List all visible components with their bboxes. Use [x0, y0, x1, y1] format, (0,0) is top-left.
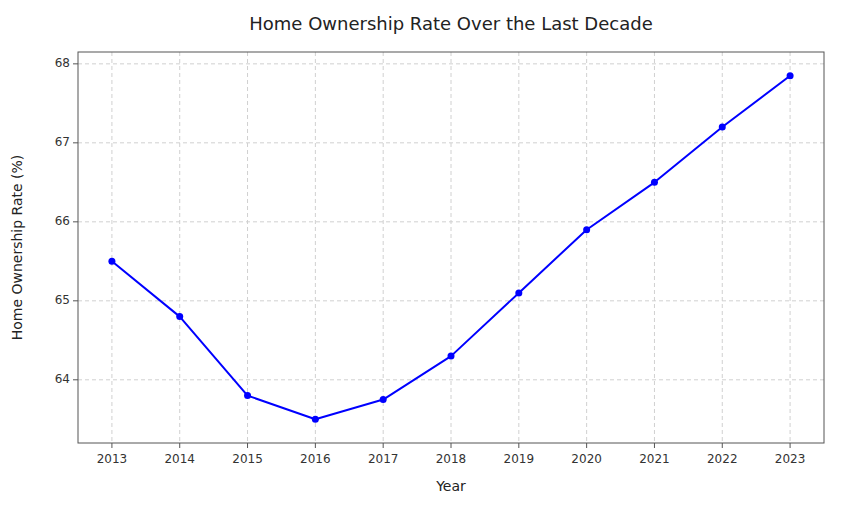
grid-line-x: [518, 52, 519, 443]
x-tick-label: 2015: [232, 452, 263, 466]
y-tick: [73, 300, 78, 301]
y-tick-label: 67: [55, 135, 70, 149]
x-tick-label: 2016: [300, 452, 331, 466]
title: Home Ownership Rate Over the Last Decade: [249, 13, 652, 34]
marker: [515, 289, 522, 296]
data-group: [108, 72, 793, 423]
marker: [719, 124, 726, 131]
marker: [787, 72, 794, 79]
chart-svg: 64 65 66 67 68 2013 2014 2015 2016 2017 2018 2019 20…: [0, 0, 848, 509]
x-tick-label: 2014: [164, 452, 195, 466]
grid-line-y: [78, 63, 824, 64]
grid-line-x: [315, 52, 316, 443]
x-tick-label: 2019: [504, 452, 535, 466]
grid-line-x: [654, 52, 655, 443]
grid-line-y: [78, 379, 824, 380]
x-tick: [790, 443, 791, 448]
grid-line-x: [790, 52, 791, 443]
x-tick: [247, 443, 248, 448]
x-tick: [451, 443, 452, 448]
marker: [380, 396, 387, 403]
y-tick-label: 66: [55, 214, 70, 228]
y-tick: [73, 142, 78, 143]
marker: [583, 226, 590, 233]
x-tick: [383, 443, 384, 448]
y-tick: [73, 221, 78, 222]
x-axis-label: Year: [435, 478, 466, 494]
marker: [176, 313, 183, 320]
x-tick-label: 2021: [639, 452, 670, 466]
x-tick-label: 2013: [97, 452, 128, 466]
axes: 64 65 66 67 68 2013 2014 2015 2016 2017 2018 2019 20…: [55, 56, 806, 466]
x-tick-label: 2022: [707, 452, 738, 466]
grid-line-x: [179, 52, 180, 443]
grid-line-x: [111, 52, 112, 443]
marker: [244, 392, 251, 399]
x-tick-label: 2018: [436, 452, 467, 466]
y-tick: [73, 63, 78, 64]
grid-line-x: [247, 52, 248, 443]
x-tick: [315, 443, 316, 448]
y-tick: [73, 379, 78, 380]
x-tick-label: 2017: [368, 452, 399, 466]
x-tick: [722, 443, 723, 448]
x-tick: [111, 443, 112, 448]
grid-line-x: [451, 52, 452, 443]
grid-line-x: [586, 52, 587, 443]
marker: [448, 353, 455, 360]
x-tick-label: 2023: [775, 452, 806, 466]
y-tick-label: 64: [55, 372, 70, 386]
grid-line-x: [722, 52, 723, 443]
grid-line-x: [383, 52, 384, 443]
x-tick: [654, 443, 655, 448]
y-tick-label: 65: [55, 293, 70, 307]
x-tick-label: 2020: [571, 452, 602, 466]
marker: [108, 258, 115, 265]
y-tick-label: 68: [55, 56, 70, 70]
marker: [651, 179, 658, 186]
marker: [312, 416, 319, 423]
chart-container: 64 65 66 67 68 2013 2014 2015 2016 2017 2018 2019 20…: [0, 0, 848, 509]
y-axis-label: Home Ownership Rate (%): [9, 155, 25, 341]
x-tick: [179, 443, 180, 448]
line: [112, 76, 790, 420]
x-tick: [518, 443, 519, 448]
grid: [78, 52, 824, 443]
plot-frame: [78, 52, 824, 443]
x-tick: [586, 443, 587, 448]
